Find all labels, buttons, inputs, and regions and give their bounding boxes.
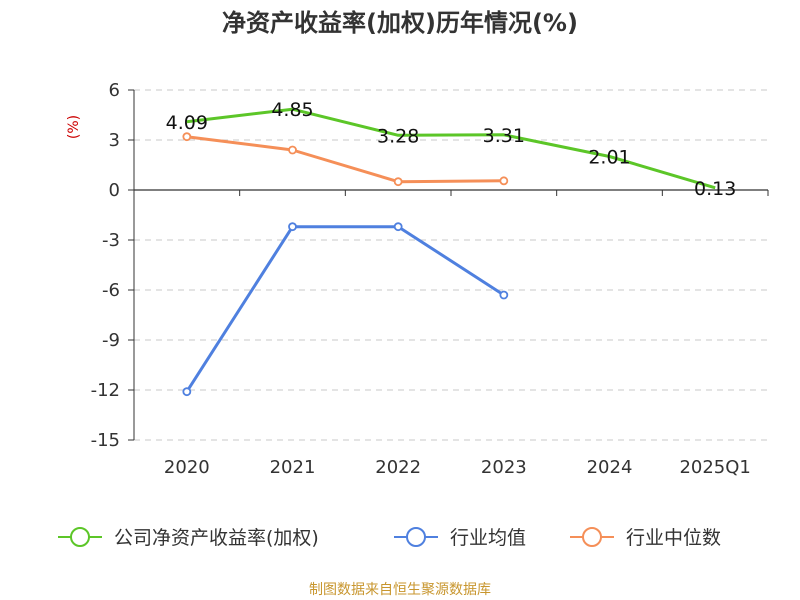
- legend-label: 行业均值: [450, 527, 526, 549]
- legend-item: 公司净资产收益率(加权): [58, 527, 319, 549]
- data-label: 3.28: [377, 125, 419, 147]
- chart-title: 净资产收益率(加权)历年情况(%): [222, 9, 578, 37]
- grid-lines: [134, 89, 768, 441]
- x-tick-label: 2025Q1: [679, 457, 750, 478]
- data-label: 4.09: [166, 112, 208, 134]
- y-tick-label: 3: [109, 130, 120, 151]
- data-point: [182, 132, 192, 142]
- legend-item: 行业中位数: [570, 527, 721, 549]
- y-tick-label: -12: [91, 380, 120, 401]
- x-tick-label: 2021: [270, 457, 316, 478]
- y-tick-label: -6: [102, 280, 120, 301]
- legend-marker: [582, 527, 602, 547]
- y-axis-label: (%): [66, 115, 82, 139]
- x-tick-label: 2022: [375, 457, 421, 478]
- source-note: 制图数据来自恒生聚源数据库: [309, 582, 491, 598]
- data-label: 3.31: [483, 125, 525, 147]
- y-tick-label: 6: [109, 80, 120, 101]
- y-tick-label: -15: [91, 430, 120, 451]
- data-label: 2.01: [588, 147, 630, 169]
- y-tick-label: -9: [102, 330, 120, 351]
- legend-item: 行业均值: [394, 527, 526, 549]
- data-point: [288, 145, 297, 155]
- data-point: [393, 177, 403, 187]
- series-line: [186, 135, 504, 184]
- axes: 6 3 0 -3 -6 -9 -12 -15 2020 2021 2022 2023 2024 2025Q…: [91, 80, 769, 478]
- legend: 公司净资产收益率(加权) 行业均值 行业中位数: [58, 527, 721, 549]
- y-tick-label: -3: [102, 230, 120, 251]
- legend-label: 行业中位数: [626, 527, 721, 549]
- x-tick-label: 2023: [481, 457, 527, 478]
- data-point: [499, 176, 509, 186]
- data-point: [182, 387, 192, 397]
- y-tick-label: 0: [109, 180, 120, 201]
- data-label: 0.13: [694, 178, 736, 200]
- x-tick-label: 2024: [587, 457, 633, 478]
- data-point: [288, 222, 297, 232]
- data-point: [499, 290, 509, 300]
- legend-marker: [70, 527, 90, 547]
- data-point: [393, 222, 403, 232]
- x-tick-label: 2020: [164, 457, 210, 478]
- series-line: [186, 107, 716, 190]
- data-labels: 4.09 4.85 3.28 3.31 2.01 0.13: [166, 99, 737, 200]
- series-line: [185, 225, 505, 393]
- series-lines: [182, 107, 716, 397]
- data-label: 4.85: [271, 99, 313, 121]
- legend-marker: [406, 527, 426, 547]
- legend-label: 公司净资产收益率(加权): [114, 527, 319, 549]
